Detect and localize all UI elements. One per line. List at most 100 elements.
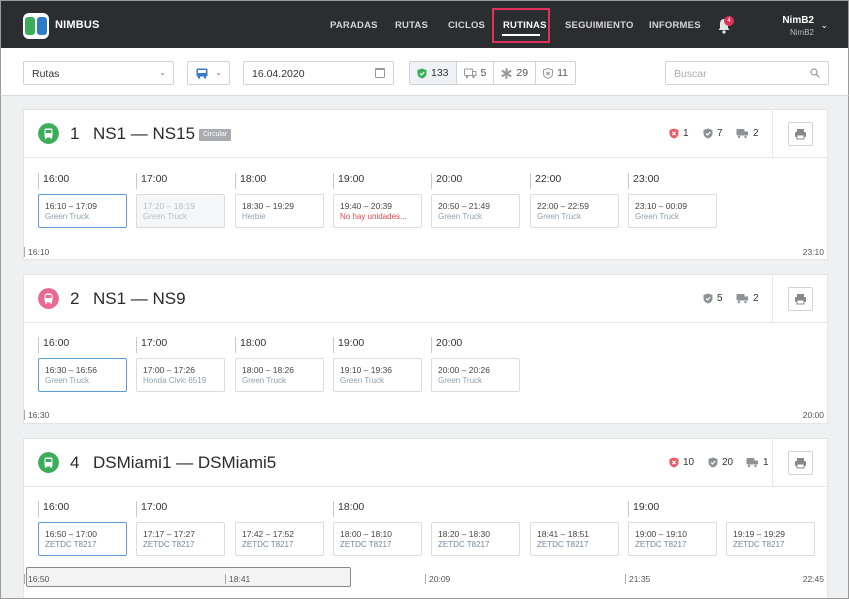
shield-x-icon bbox=[669, 128, 679, 139]
trip-vehicle: Green Truck bbox=[438, 212, 483, 221]
stats-group: 133 5 29 11 bbox=[409, 61, 576, 85]
trip-slot[interactable]: 16:10 – 17:09 Green Truck bbox=[38, 194, 127, 228]
timeline[interactable]: 16:10 23:10 bbox=[24, 247, 827, 261]
date-picker[interactable]: 16.04.2020 bbox=[243, 61, 394, 85]
trip-slot[interactable]: 18:30 – 19:29 Herbie bbox=[235, 194, 324, 228]
trip-slot[interactable]: 20:00 – 20:26 Green Truck bbox=[431, 358, 520, 392]
trip-time: 16:10 – 17:09 bbox=[45, 201, 97, 211]
trip-time: 22:00 – 22:59 bbox=[537, 201, 589, 211]
stat-error[interactable]: 11 bbox=[536, 62, 575, 84]
trip-slot[interactable]: 19:00 – 19:10 ZETDC T8217 bbox=[628, 522, 717, 556]
hour-label: 17:00 bbox=[136, 337, 167, 353]
trip-vehicle: ZETDC T8217 bbox=[143, 540, 195, 549]
trip-slot[interactable]: 19:40 – 20:39 No hay unidades... bbox=[333, 194, 422, 228]
calendar-icon bbox=[375, 68, 385, 78]
trip-slot[interactable]: 17:20 – 18:19 Green Truck bbox=[136, 194, 225, 228]
chevron-down-icon[interactable]: ⌄ bbox=[820, 20, 828, 30]
trip-vehicle: Green Truck bbox=[537, 212, 582, 221]
search-input[interactable]: Buscar bbox=[665, 61, 829, 85]
trip-vehicle: Herbie bbox=[242, 212, 266, 221]
timeline-scroll-thumb[interactable] bbox=[26, 567, 351, 587]
trip-slot[interactable]: 17:00 – 17:26 Honda Civic 6519 bbox=[136, 358, 225, 392]
bus-icon bbox=[38, 452, 59, 473]
stat-ok[interactable]: 133 bbox=[410, 62, 457, 84]
trip-slot[interactable]: 17:17 – 17:27 ZETDC T8217 bbox=[136, 522, 225, 556]
trip-vehicle: Green Truck bbox=[45, 376, 90, 385]
trip-vehicle: ZETDC T8217 bbox=[242, 540, 294, 549]
notification-badge: 4 bbox=[724, 16, 734, 26]
route-name[interactable]: NS1 — NS9 bbox=[93, 289, 186, 308]
route-stat-ok: 5 bbox=[703, 293, 723, 304]
nav-rutinas[interactable]: RUTINAS bbox=[503, 20, 547, 31]
route-card-header: 2 NS1 — NS9 5 2 bbox=[24, 275, 829, 323]
trip-slot[interactable]: 18:41 – 18:51 ZETDC T8217 bbox=[530, 522, 619, 556]
nav-ciclos[interactable]: CICLOS bbox=[448, 20, 486, 31]
search-icon bbox=[810, 68, 820, 78]
route-name[interactable]: NS1 — NS15 bbox=[93, 124, 196, 143]
trip-slot[interactable]: 19:19 – 19:29 ZETDC T8217 bbox=[726, 522, 815, 556]
trip-slot[interactable]: 16:50 – 17:00 ZETDC T8217 bbox=[38, 522, 127, 556]
timeline-end: 23:10 bbox=[802, 247, 824, 257]
nav-rutas[interactable]: RUTAS bbox=[395, 20, 429, 31]
nav-active-underline bbox=[502, 34, 540, 36]
trip-time: 16:50 – 17:00 bbox=[45, 529, 97, 539]
stat-ok-count: 133 bbox=[431, 67, 449, 79]
trip-vehicle: Green Truck bbox=[340, 376, 385, 385]
header-divider bbox=[772, 110, 773, 158]
shield-check-icon bbox=[708, 457, 718, 468]
route-name[interactable]: DSMiami1 — DSMiami5 bbox=[93, 453, 277, 472]
route-stat-error: 1 bbox=[669, 128, 689, 139]
trip-time: 20:00 – 20:26 bbox=[438, 365, 490, 375]
trip-vehicle: ZETDC T8217 bbox=[438, 540, 490, 549]
tram-icon bbox=[38, 288, 59, 309]
route-stat-ok: 7 bbox=[703, 128, 723, 139]
trip-slot[interactable]: 23:10 – 00:09 Green Truck bbox=[628, 194, 717, 228]
trip-slot[interactable]: 19:10 – 19:36 Green Truck bbox=[333, 358, 422, 392]
header-divider bbox=[772, 439, 773, 487]
route-stat-vehicles-count: 2 bbox=[753, 128, 759, 139]
printer-icon bbox=[795, 129, 806, 140]
route-number: 2 bbox=[70, 289, 80, 308]
trip-time: 20:50 – 21:49 bbox=[438, 201, 490, 211]
print-button[interactable] bbox=[788, 451, 813, 475]
trip-vehicle: ZETDC T8217 bbox=[45, 540, 97, 549]
print-button[interactable] bbox=[788, 122, 813, 146]
user-name[interactable]: NimB2 bbox=[782, 15, 814, 26]
hour-label: 19:00 bbox=[333, 337, 364, 353]
asterisk-icon bbox=[501, 67, 512, 79]
nav-informes[interactable]: INFORMES bbox=[649, 20, 701, 31]
trip-vehicle-warning: No hay unidades... bbox=[340, 212, 407, 221]
trip-slot[interactable]: 20:50 – 21:49 Green Truck bbox=[431, 194, 520, 228]
route-card-3: 4 DSMiami1 — DSMiami5 10 20 1 16:00 17:0… bbox=[23, 438, 829, 598]
trip-slot[interactable]: 22:00 – 22:59 Green Truck bbox=[530, 194, 619, 228]
timeline[interactable]: 16:30 20:00 bbox=[24, 410, 827, 424]
timeline-end: 20:00 bbox=[802, 410, 824, 420]
trip-vehicle: Green Truck bbox=[143, 212, 188, 221]
trip-slot[interactable]: 18:00 – 18:10 ZETDC T8217 bbox=[333, 522, 422, 556]
nav-paradas[interactable]: PARADAS bbox=[330, 20, 378, 31]
type-select[interactable]: Rutas ⌄ bbox=[23, 61, 174, 85]
trip-time: 17:17 – 17:27 bbox=[143, 529, 195, 539]
hour-label: 17:00 bbox=[136, 501, 167, 517]
nav-active-highlight bbox=[492, 8, 550, 43]
trip-vehicle: ZETDC T8217 bbox=[340, 540, 392, 549]
hour-label: 17:00 bbox=[136, 173, 167, 189]
trip-slot[interactable]: 16:30 – 16:56 Green Truck bbox=[38, 358, 127, 392]
stat-trucks[interactable]: 5 bbox=[457, 62, 495, 84]
route-card-header: 1 NS1 — NS15 Circular 1 7 2 bbox=[24, 110, 829, 158]
hour-label: 22:00 bbox=[530, 173, 561, 189]
trip-slot[interactable]: 17:42 – 17:52 ZETDC T8217 bbox=[235, 522, 324, 556]
nav-seguimiento[interactable]: SEGUIMIENTO bbox=[565, 20, 634, 31]
hour-label: 20:00 bbox=[431, 337, 462, 353]
vehicle-type-select[interactable]: ⌄ bbox=[187, 61, 230, 85]
print-button[interactable] bbox=[788, 287, 813, 311]
trip-vehicle: ZETDC T8217 bbox=[635, 540, 687, 549]
hour-label: 16:00 bbox=[38, 337, 69, 353]
nimbus-logo-icon[interactable] bbox=[23, 13, 49, 39]
trip-time: 19:40 – 20:39 bbox=[340, 201, 392, 211]
timeline[interactable]: 16:50 18:41 20:09 21:35 22:45 bbox=[24, 574, 827, 588]
trip-slot[interactable]: 18:00 – 18:26 Green Truck bbox=[235, 358, 324, 392]
stat-star[interactable]: 29 bbox=[494, 62, 537, 84]
trip-vehicle: Honda Civic 6519 bbox=[143, 376, 207, 385]
trip-slot[interactable]: 18:20 – 18:30 ZETDC T8217 bbox=[431, 522, 520, 556]
